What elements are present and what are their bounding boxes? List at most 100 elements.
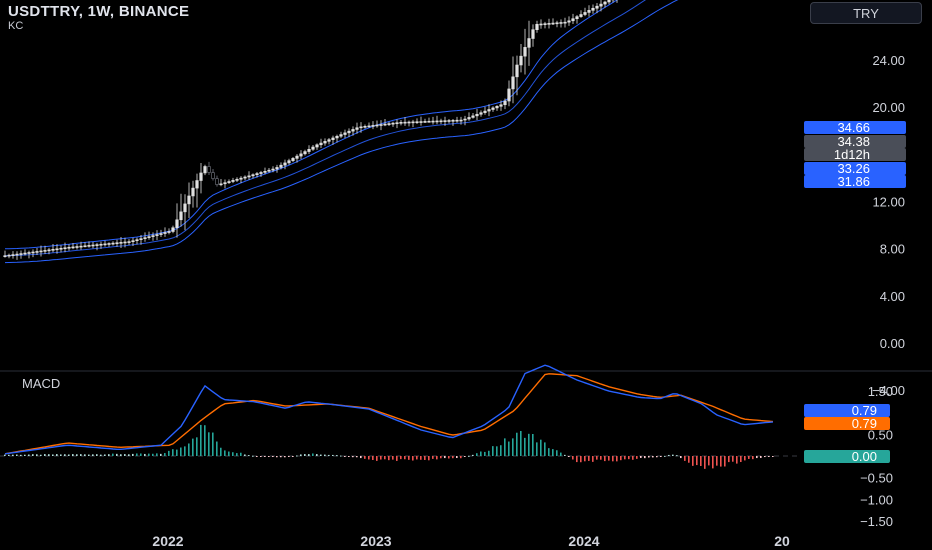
- macd-histogram-bar: [536, 442, 538, 456]
- candle-body: [247, 175, 251, 178]
- candle-body: [251, 174, 255, 177]
- macd-histogram-bar: [12, 454, 14, 456]
- candle-body: [459, 119, 463, 122]
- candle-body: [119, 242, 123, 244]
- candle-body: [455, 119, 459, 122]
- macd-label-text: 0.79: [852, 403, 877, 418]
- macd-histogram-bar: [304, 454, 306, 456]
- candle-body: [547, 23, 551, 25]
- candle-body: [199, 172, 203, 181]
- candle-body: [15, 253, 19, 256]
- macd-histogram-bar: [712, 456, 714, 469]
- candle-body: [207, 166, 211, 173]
- candle-body: [435, 120, 439, 123]
- macd-signal-line: [4, 373, 774, 455]
- candle-body: [323, 141, 327, 144]
- candle-body: [351, 129, 355, 132]
- candle-body: [19, 253, 23, 255]
- macd-histogram-bar: [652, 456, 654, 458]
- candle-body: [543, 23, 547, 25]
- macd-histogram-bar: [444, 456, 446, 459]
- macd-histogram-bar: [468, 455, 470, 457]
- candle-body: [559, 22, 563, 24]
- candle-body: [331, 137, 335, 140]
- price-label-kc_basis: 33.26: [804, 161, 906, 176]
- macd-histogram-bar: [608, 456, 610, 461]
- candle-body: [179, 211, 183, 221]
- macd-histogram-bar: [772, 456, 774, 457]
- candle-body: [79, 245, 83, 248]
- macd-histogram-bar: [628, 456, 630, 460]
- macd-histogram-bar: [480, 451, 482, 456]
- macd-histogram-bar: [96, 454, 98, 456]
- macd-histogram-bar: [196, 437, 198, 456]
- macd-histogram-bar: [256, 456, 258, 457]
- macd-label-signal: 0.79: [804, 416, 890, 431]
- candle-body: [295, 155, 299, 159]
- macd-histogram-bar: [380, 456, 382, 460]
- macd-histogram-bar: [656, 456, 658, 458]
- macd-histogram-bar: [540, 439, 542, 456]
- macd-histogram-bar: [588, 456, 590, 461]
- candle-body: [599, 3, 603, 7]
- macd-histogram-bar: [312, 453, 314, 456]
- kc-basis-line: [4, 0, 647, 257]
- macd-histogram-bar: [308, 454, 310, 456]
- macd-histogram-bar: [88, 454, 90, 456]
- macd-histogram-bar: [320, 454, 322, 456]
- macd-histogram-bar: [156, 453, 158, 456]
- macd-histogram-bar: [752, 456, 754, 460]
- macd-histogram-bar: [100, 454, 102, 456]
- macd-histogram-bar: [452, 456, 454, 459]
- currency-button[interactable]: TRY: [810, 2, 922, 24]
- candle-body: [239, 177, 243, 180]
- candle-body: [203, 166, 207, 174]
- macd-histogram-bar: [148, 453, 150, 456]
- macd-label-text: 0.00: [852, 449, 877, 464]
- candle-body: [43, 250, 47, 252]
- macd-histogram-bar: [124, 454, 126, 456]
- price-axis: 52.0048.0044.0040.0024.0020.0016.0012.00…: [804, 53, 906, 529]
- macd-histogram-bar: [252, 455, 254, 457]
- macd-histogram-bar: [516, 432, 518, 456]
- macd-histogram-bar: [132, 453, 134, 456]
- candle-body: [51, 249, 55, 251]
- macd-histogram-bar: [340, 455, 342, 457]
- price-label-bg: [804, 121, 906, 134]
- symbol-title: USDTTRY, 1W, BINANCE: [8, 3, 190, 20]
- macd-histogram-bar: [616, 456, 618, 462]
- time-axis: 2022 2023 2024 20: [152, 533, 790, 549]
- candle-body: [67, 246, 71, 249]
- macd-histogram-bar: [748, 456, 750, 459]
- candle-body: [363, 126, 367, 128]
- candle-body: [423, 121, 427, 123]
- macd-histogram-bar: [40, 454, 42, 456]
- macd-histogram-bar: [668, 454, 670, 456]
- candle-body: [395, 122, 399, 125]
- macd-histogram-bar: [280, 456, 282, 458]
- macd-histogram-bar: [328, 454, 330, 456]
- candle-body: [259, 172, 263, 174]
- macd-histogram-bar: [56, 454, 58, 456]
- candle-body: [227, 181, 231, 183]
- macd-histogram-bar: [492, 446, 494, 456]
- macd-histogram-bar: [660, 456, 662, 457]
- macd-line: [4, 364, 774, 455]
- macd-histogram-bar: [72, 454, 74, 456]
- candle-body: [391, 122, 395, 125]
- macd-histogram-bar: [724, 456, 726, 467]
- indicator-label-macd: MACD: [22, 376, 61, 391]
- candle-body: [183, 203, 187, 213]
- candle-body: [311, 146, 315, 150]
- macd-histogram-bar: [228, 451, 230, 456]
- candle-body: [211, 172, 215, 179]
- macd-histogram-bar: [260, 456, 262, 457]
- macd-histogram-bar: [552, 449, 554, 456]
- macd-label-macd: 0.79: [804, 403, 890, 418]
- price-tick-label: 0.00: [880, 336, 905, 351]
- macd-histogram-bar: [68, 454, 70, 456]
- macd-histogram-bar: [224, 450, 226, 456]
- candle-body: [511, 76, 515, 90]
- candle-body: [431, 120, 435, 123]
